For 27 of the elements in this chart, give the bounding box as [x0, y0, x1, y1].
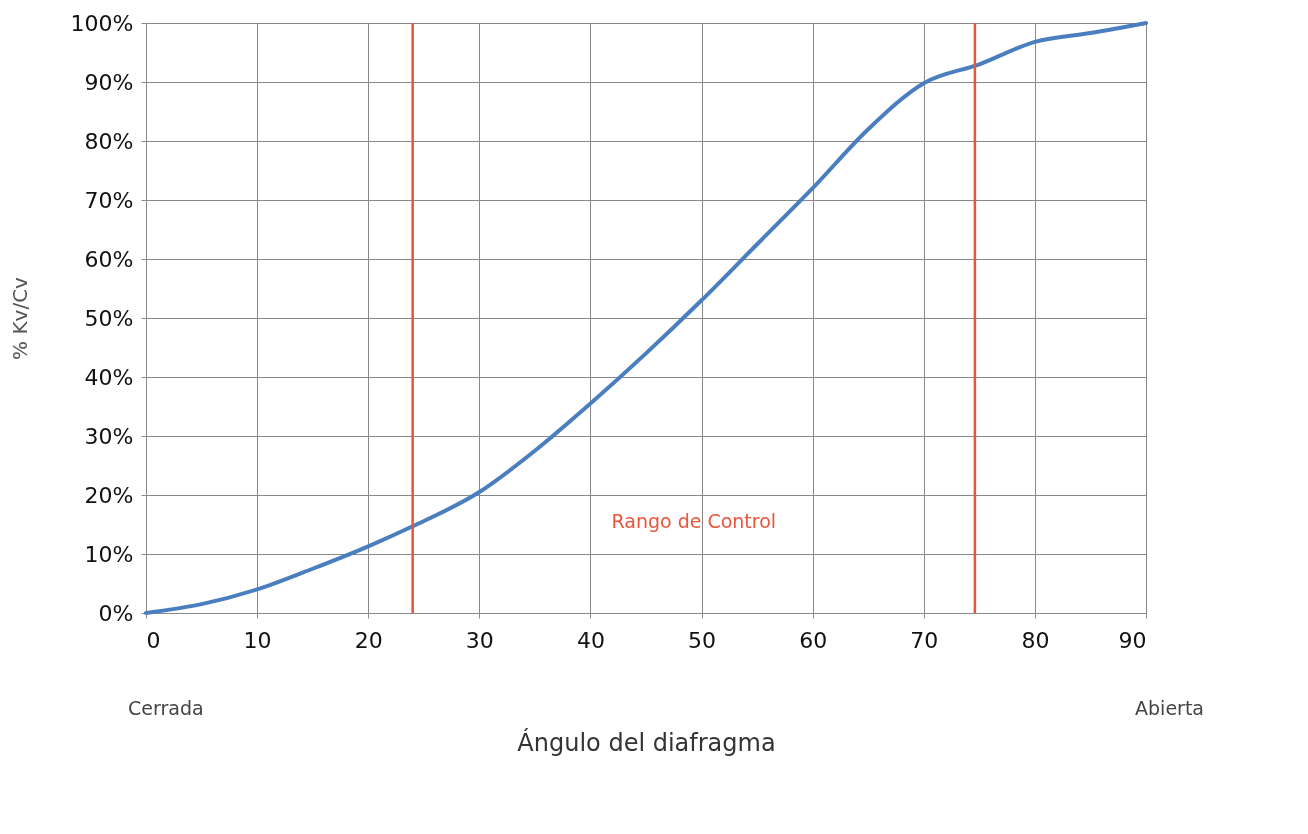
y-tick-label: 10% [84, 541, 134, 567]
y-tick-label: 20% [84, 482, 134, 508]
x-tick-label: 70 [910, 627, 939, 653]
y-axis-title: % Kv/Cv [7, 276, 32, 360]
y-tick-label: 0% [98, 600, 134, 626]
y-tick-label: 80% [84, 128, 134, 154]
x-tick-label: 90 [1118, 627, 1147, 653]
text: Abierta [1135, 697, 1204, 719]
annotation: Rango de Control [611, 509, 777, 532]
y-tick-label: 60% [84, 246, 134, 272]
x-tick-label: 10 [243, 627, 272, 653]
x-axis-title: Ángulo del diafragma [517, 727, 776, 757]
text: Cerrada [128, 697, 204, 719]
y-tick-label: 50% [84, 305, 134, 331]
y-tick-label: 90% [84, 69, 134, 95]
x-tick-label: 30 [465, 627, 494, 653]
x-tick-label: 50 [688, 627, 717, 653]
x-tick-label: 80 [1021, 627, 1050, 653]
y-tick-label: 70% [84, 187, 134, 213]
y-tick-label: 100% [70, 10, 134, 36]
x-tick-label: 20 [354, 627, 383, 653]
x-tick-label: 60 [799, 627, 828, 653]
y-tick-label: 40% [84, 364, 134, 390]
x-tick-label: 0 [146, 627, 161, 653]
y-tick-label: 30% [84, 423, 134, 449]
x-tick-label: 40 [576, 627, 605, 653]
line-series [144, 21, 1148, 615]
